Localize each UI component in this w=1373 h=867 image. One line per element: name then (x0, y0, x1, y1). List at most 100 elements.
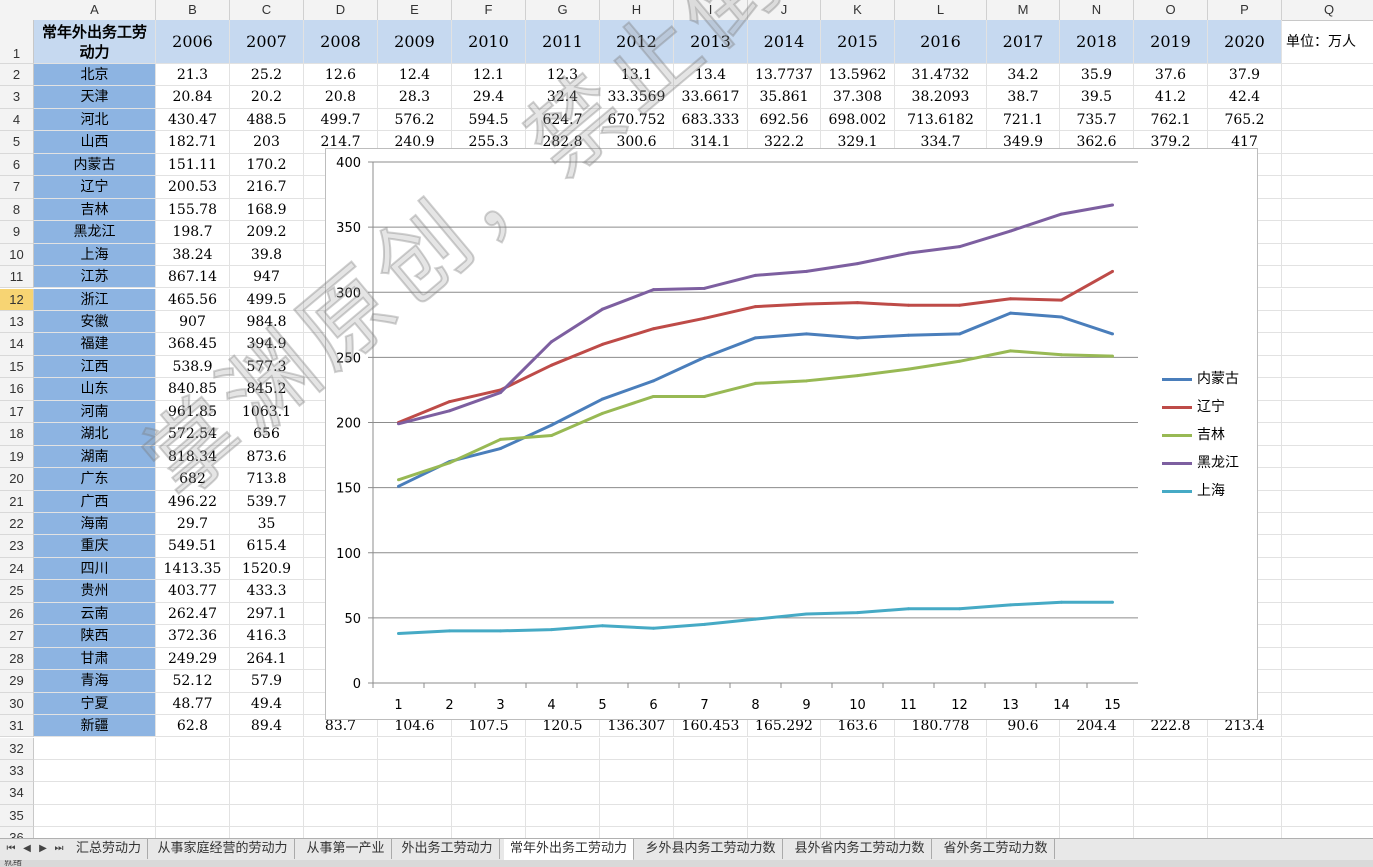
empty-cell[interactable] (821, 782, 895, 805)
value-cell[interactable]: 262.47 (156, 602, 230, 626)
region-name-cell[interactable]: 新疆 (34, 715, 156, 738)
region-name-cell[interactable]: 云南 (34, 602, 156, 626)
value-cell[interactable]: 31.4732 (895, 64, 987, 87)
value-cell[interactable]: 83.7 (304, 715, 378, 738)
value-cell[interactable]: 41.2 (1134, 86, 1208, 109)
region-name-cell[interactable]: 上海 (34, 243, 156, 267)
empty-cell[interactable] (156, 782, 230, 805)
value-cell[interactable]: 840.85 (156, 378, 230, 401)
sheet-tab[interactable]: 从事第一产业 (301, 839, 392, 859)
empty-cell[interactable] (748, 759, 821, 783)
value-cell[interactable]: 873.6 (230, 445, 304, 469)
region-name-cell[interactable]: 广东 (34, 468, 156, 491)
empty-cell[interactable] (748, 804, 821, 828)
year-header-cell[interactable]: 2012 (600, 20, 674, 64)
value-cell[interactable]: 209.2 (230, 221, 304, 244)
row-header[interactable]: 10 (0, 243, 34, 267)
value-cell[interactable]: 203 (230, 131, 304, 154)
empty-cell[interactable] (987, 759, 1060, 783)
value-cell[interactable]: 35 (230, 513, 304, 536)
empty-cell[interactable] (452, 804, 526, 828)
value-cell[interactable]: 430.47 (156, 108, 230, 132)
year-header-cell[interactable]: 2011 (526, 20, 600, 64)
line-chart[interactable]: 0 50 100 150 200 250 300 350 400 1 2 3 4 5 6 7 8 9 10 11 12 1… (325, 148, 1258, 720)
empty-cell[interactable] (1282, 715, 1373, 738)
column-header-F[interactable]: F (452, 0, 526, 20)
region-name-cell[interactable]: 河北 (34, 108, 156, 132)
empty-cell[interactable] (1060, 804, 1134, 828)
value-cell[interactable]: 682 (156, 468, 230, 491)
empty-cell[interactable] (1282, 266, 1373, 289)
empty-cell[interactable] (1282, 738, 1373, 760)
year-header-cell[interactable]: 2010 (452, 20, 526, 64)
region-name-cell[interactable]: 内蒙古 (34, 153, 156, 177)
column-header-N[interactable]: N (1060, 0, 1134, 20)
column-header-K[interactable]: K (821, 0, 895, 20)
value-cell[interactable]: 37.9 (1208, 64, 1282, 87)
value-cell[interactable]: 13.5962 (821, 64, 895, 87)
value-cell[interactable]: 39.5 (1060, 86, 1134, 109)
empty-cell[interactable] (1134, 759, 1208, 783)
unit-label-cell[interactable]: 单位：万人 (1282, 20, 1373, 64)
empty-cell[interactable] (600, 804, 674, 828)
value-cell[interactable]: 35.9 (1060, 64, 1134, 87)
empty-cell[interactable] (1134, 804, 1208, 828)
empty-cell[interactable] (1282, 491, 1373, 513)
region-name-cell[interactable]: 湖南 (34, 445, 156, 469)
empty-cell[interactable] (821, 804, 895, 828)
value-cell[interactable]: 539.7 (230, 490, 304, 513)
empty-cell[interactable] (1208, 804, 1282, 828)
value-cell[interactable]: 1520.9 (230, 557, 304, 581)
column-header-B[interactable]: B (156, 0, 230, 20)
column-header-G[interactable]: G (526, 0, 600, 20)
empty-cell[interactable] (1282, 401, 1373, 424)
value-cell[interactable]: 368.45 (156, 333, 230, 356)
empty-cell[interactable] (674, 737, 748, 760)
empty-cell[interactable] (600, 737, 674, 760)
value-cell[interactable]: 163.6 (821, 715, 895, 738)
value-cell[interactable]: 38.2093 (895, 86, 987, 109)
value-cell[interactable]: 180.778 (895, 715, 987, 738)
empty-cell[interactable] (1282, 670, 1373, 693)
empty-cell[interactable] (1282, 86, 1373, 109)
value-cell[interactable]: 13.4 (674, 64, 748, 87)
region-name-cell[interactable]: 青海 (34, 670, 156, 693)
empty-cell[interactable] (1208, 759, 1282, 783)
empty-cell[interactable] (1282, 154, 1373, 177)
row-header[interactable]: 17 (0, 400, 34, 424)
value-cell[interactable]: 961.85 (156, 400, 230, 424)
region-name-cell[interactable]: 广西 (34, 490, 156, 513)
value-cell[interactable]: 577.3 (230, 355, 304, 379)
year-header-cell[interactable]: 2016 (895, 20, 987, 64)
column-header-D[interactable]: D (304, 0, 378, 20)
year-header-cell[interactable]: 2018 (1060, 20, 1134, 64)
empty-cell[interactable] (895, 759, 987, 783)
column-header-O[interactable]: O (1134, 0, 1208, 20)
empty-cell[interactable] (378, 737, 452, 760)
value-cell[interactable]: 170.2 (230, 153, 304, 177)
value-cell[interactable]: 465.56 (156, 288, 230, 311)
value-cell[interactable]: 34.2 (987, 64, 1060, 87)
empty-cell[interactable] (34, 804, 156, 828)
empty-cell[interactable] (1282, 625, 1373, 648)
sheet-tab[interactable]: 县外省内务工劳动力数 (789, 839, 932, 859)
empty-cell[interactable] (230, 737, 304, 760)
value-cell[interactable]: 572.54 (156, 423, 230, 446)
empty-cell[interactable] (378, 759, 452, 783)
empty-cell[interactable] (987, 737, 1060, 760)
row-header[interactable]: 14 (0, 333, 34, 356)
first-sheet-icon[interactable]: ⏮ (6, 843, 16, 854)
empty-cell[interactable] (821, 737, 895, 760)
value-cell[interactable]: 818.34 (156, 445, 230, 469)
row-header[interactable]: 29 (0, 670, 34, 693)
empty-cell[interactable] (1282, 535, 1373, 558)
region-name-cell[interactable]: 黑龙江 (34, 221, 156, 244)
empty-cell[interactable] (1282, 289, 1373, 311)
value-cell[interactable]: 42.4 (1208, 86, 1282, 109)
value-cell[interactable]: 48.77 (156, 692, 230, 716)
value-cell[interactable]: 12.3 (526, 64, 600, 87)
empty-cell[interactable] (1282, 244, 1373, 267)
empty-cell[interactable] (600, 782, 674, 805)
region-name-cell[interactable]: 吉林 (34, 198, 156, 222)
empty-cell[interactable] (1134, 782, 1208, 805)
